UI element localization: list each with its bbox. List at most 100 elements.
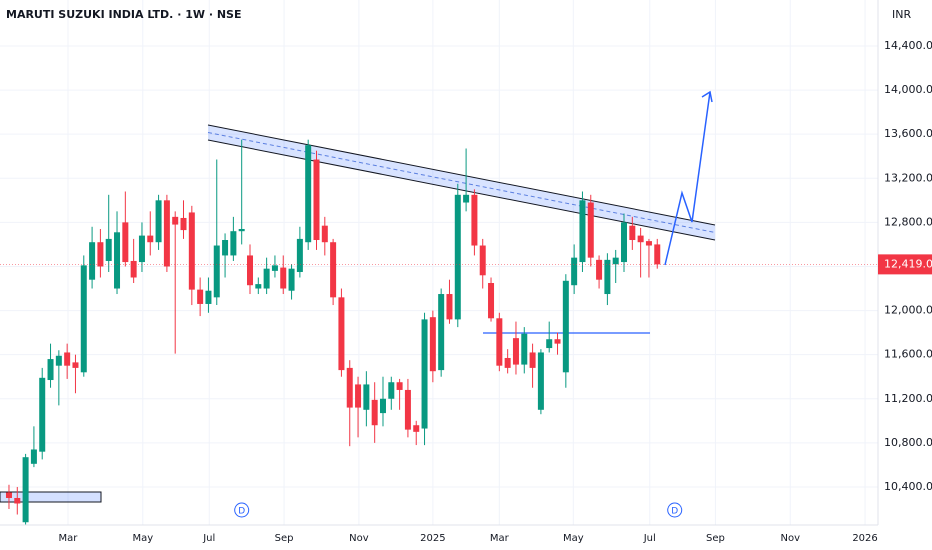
candle-body <box>338 297 345 371</box>
candle-body <box>446 294 453 320</box>
candle-body <box>280 267 287 289</box>
candle-body <box>180 217 187 231</box>
channel-mid <box>207 132 716 233</box>
channel-top <box>207 124 716 226</box>
candle-body <box>496 318 503 366</box>
candle-body <box>463 194 470 203</box>
candle-body <box>637 235 644 243</box>
candle-body <box>321 225 328 243</box>
x-tick-label: Mar <box>490 533 510 544</box>
candle-body <box>5 492 12 498</box>
x-tick-label: Sep <box>706 533 725 544</box>
y-tick-label: 11,600.00 <box>884 348 932 361</box>
x-tick-label: Nov <box>349 533 369 544</box>
candle-body <box>163 200 170 267</box>
candle-body <box>404 389 411 430</box>
candle-body <box>64 352 71 366</box>
candle-body <box>263 268 270 289</box>
x-tick-label: May <box>132 533 153 544</box>
candle-body <box>138 235 145 263</box>
grid <box>0 0 878 525</box>
candle-body <box>629 225 636 241</box>
y-tick-label: 13,200.00 <box>884 171 932 184</box>
candle-body <box>122 222 129 263</box>
x-tick-label: Sep <box>275 533 294 544</box>
candle-body <box>537 352 544 410</box>
candle-body <box>230 231 237 256</box>
candle-body <box>571 257 578 286</box>
event-marker <box>234 502 250 518</box>
candle-body <box>579 200 586 263</box>
x-tick-label: Nov <box>780 533 800 544</box>
candle-body <box>388 382 395 399</box>
candle-body <box>396 382 403 390</box>
candle-body <box>247 255 254 286</box>
candle-body <box>587 202 594 258</box>
y-tick-label: 11,200.00 <box>884 392 932 405</box>
chart-title: MARUTI SUZUKI INDIA LTD. · 1W · NSE <box>6 8 241 21</box>
x-tick-label: 2026 <box>852 533 877 544</box>
event-marker <box>667 502 683 518</box>
candle-body <box>47 359 54 381</box>
candle-body <box>222 240 229 256</box>
arrow-head <box>701 90 713 103</box>
event-label: D <box>238 507 245 517</box>
candle-body <box>147 235 154 243</box>
candle-body <box>80 265 87 373</box>
candle-body <box>421 319 428 429</box>
projection-arrow <box>664 91 711 266</box>
x-tick-label: 2025 <box>420 533 445 544</box>
candle-body <box>645 241 652 246</box>
candle-body <box>529 352 536 368</box>
candle-body <box>172 216 179 225</box>
x-tick-label: Jul <box>202 533 215 544</box>
currency: INR <box>892 8 911 21</box>
candle-body <box>621 222 628 263</box>
candle-body <box>39 377 46 452</box>
candle-body <box>188 212 195 290</box>
candle-body <box>197 289 204 304</box>
candle-body <box>654 244 661 265</box>
x-tick-label: Jul <box>643 533 656 544</box>
candle-body <box>305 145 312 243</box>
candle-body <box>271 265 278 271</box>
candle-body <box>429 317 436 372</box>
candle-body <box>30 449 37 464</box>
candle-body <box>355 384 362 408</box>
candle-body <box>238 228 245 232</box>
y-tick-label: 10,400.00 <box>884 480 932 493</box>
candle-body <box>89 242 96 280</box>
zone-box <box>0 491 102 503</box>
candle-body <box>479 245 486 276</box>
candle-body <box>471 194 478 246</box>
candle-body <box>105 238 112 261</box>
candle-body <box>454 194 461 320</box>
candle-body <box>562 280 569 373</box>
candle-body <box>14 497 21 504</box>
candle-body <box>205 290 212 304</box>
candle-body <box>155 200 162 243</box>
candle-body <box>512 338 519 365</box>
candle-body <box>612 257 619 265</box>
y-tick-label: 13,600.00 <box>884 127 932 140</box>
candle-body <box>313 159 320 241</box>
candle-body <box>363 384 370 410</box>
candle-body <box>114 232 121 289</box>
candle-body <box>130 260 137 278</box>
candle-body <box>379 398 386 414</box>
candle-body <box>255 284 262 289</box>
candle-body <box>504 357 511 368</box>
candle-body <box>438 294 445 371</box>
y-tick-label: 14,000.00 <box>884 83 932 96</box>
channel-bottom <box>207 139 716 241</box>
candle-body <box>546 339 553 349</box>
candle-body <box>72 362 79 368</box>
candle-body <box>22 457 29 523</box>
y-tick-label: 12,000.00 <box>884 304 932 317</box>
last-price-label: 12,419.00 <box>884 257 932 270</box>
candle-body <box>55 355 62 366</box>
candles <box>5 139 661 525</box>
candle-body <box>97 242 104 267</box>
event-label: D <box>671 507 678 517</box>
